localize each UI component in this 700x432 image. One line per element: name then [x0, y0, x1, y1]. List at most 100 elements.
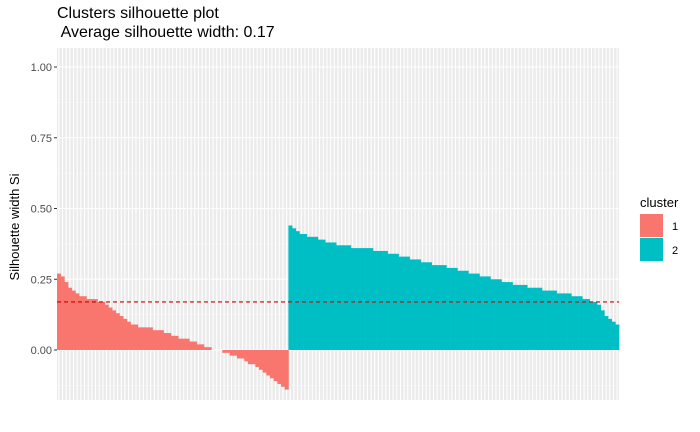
y-tick-label: 0.00: [31, 345, 52, 357]
y-tick-label: 1.00: [31, 62, 52, 74]
bar: [141, 327, 146, 350]
bar: [354, 248, 359, 350]
bar: [112, 310, 117, 350]
bar: [563, 293, 568, 350]
bar: [589, 301, 594, 350]
bar: [119, 316, 124, 350]
bar: [372, 250, 377, 350]
bar: [545, 290, 550, 350]
bar: [607, 318, 613, 350]
bar: [472, 273, 477, 350]
bar: [527, 287, 532, 350]
bar: [163, 333, 168, 350]
bar: [464, 270, 469, 350]
bar: [516, 284, 521, 350]
bar: [262, 350, 267, 373]
bar: [229, 350, 234, 356]
bar: [549, 290, 554, 350]
bar: [266, 350, 271, 376]
bar: [207, 347, 212, 350]
y-tick-label: 0.75: [31, 133, 52, 145]
bar: [505, 282, 510, 350]
y-tick-label: 0.25: [31, 274, 52, 286]
bar: [251, 350, 256, 365]
bar: [552, 290, 557, 350]
bar: [75, 293, 80, 350]
bar: [446, 267, 451, 350]
bar: [200, 344, 205, 350]
bar: [494, 279, 499, 350]
bar: [593, 301, 598, 350]
bar: [259, 350, 264, 370]
bar: [203, 347, 208, 350]
bar: [486, 276, 491, 350]
bar: [523, 284, 528, 350]
bar: [556, 293, 561, 350]
bar: [585, 299, 590, 350]
bar: [97, 301, 102, 350]
bar: [93, 299, 98, 350]
chart-title-main: Clusters silhouette plot: [57, 5, 219, 22]
bar: [530, 287, 535, 350]
bar: [424, 262, 429, 350]
bar: [600, 310, 605, 350]
bar: [277, 350, 282, 384]
bar: [321, 239, 326, 350]
bar: [383, 250, 388, 350]
bar: [343, 245, 348, 350]
bar: [270, 350, 275, 379]
bar: [615, 324, 620, 350]
bar: [79, 296, 84, 350]
bar: [380, 250, 385, 350]
y-axis: 0.00 0.25 0.50 0.75 1.00: [31, 62, 57, 357]
chart-title: Clusters silhouette plot Average silhoue…: [57, 4, 275, 42]
bar: [365, 248, 370, 350]
bar: [350, 248, 355, 350]
bar: [306, 236, 311, 350]
legend-label: 1: [672, 221, 678, 233]
bar: [314, 236, 319, 350]
bar: [402, 256, 407, 350]
bar: [196, 344, 201, 350]
bar: [604, 316, 609, 350]
bar: [457, 270, 462, 350]
bar: [398, 256, 403, 350]
bar: [611, 321, 616, 350]
bar: [317, 239, 322, 350]
bar: [578, 296, 583, 350]
bar: [60, 276, 65, 350]
bar: [475, 273, 480, 350]
bar: [567, 293, 572, 350]
bar: [431, 265, 436, 350]
bar: [255, 350, 260, 367]
bar: [273, 350, 278, 382]
bar: [299, 233, 304, 350]
bar: [501, 282, 506, 350]
bar: [461, 270, 466, 350]
legend-key: [640, 214, 663, 237]
chart-subtitle: Average silhouette width: 0.17: [57, 24, 275, 41]
bar: [82, 296, 87, 350]
bar: [574, 296, 579, 350]
bar: [490, 279, 495, 350]
bar: [192, 341, 197, 350]
bar: [347, 245, 352, 350]
bar: [174, 335, 179, 350]
bar: [123, 318, 128, 350]
bar: [468, 273, 473, 350]
y-axis-title: Silhouette width Si: [7, 173, 22, 280]
bar: [189, 341, 194, 350]
bar: [292, 228, 297, 350]
bar: [534, 287, 539, 350]
bar: [336, 245, 341, 350]
bar: [332, 242, 337, 350]
legend-key: [640, 238, 663, 261]
bar: [159, 330, 164, 350]
bar: [104, 304, 109, 350]
bar: [369, 248, 374, 350]
y-tick-label: 0.50: [31, 204, 52, 216]
bar: [90, 299, 95, 350]
bar: [541, 290, 546, 350]
bar: [582, 299, 587, 350]
